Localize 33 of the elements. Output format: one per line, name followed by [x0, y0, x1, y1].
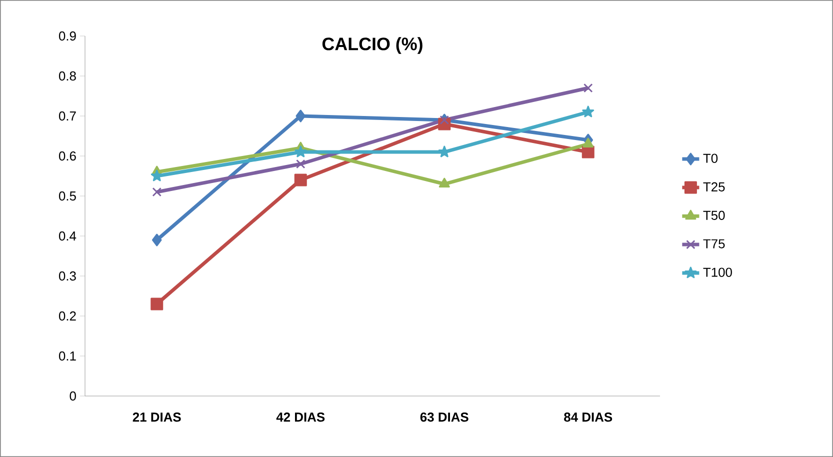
y-tick-label: 0.5	[58, 191, 76, 201]
y-tick-label: 0	[70, 391, 76, 401]
y-tick-label: 0.9	[58, 31, 76, 41]
y-tick-label: 0.8	[58, 71, 76, 81]
point	[438, 178, 450, 188]
point	[582, 106, 594, 118]
y-tick-label: 0.6	[58, 151, 76, 161]
point	[582, 138, 594, 148]
point	[150, 170, 163, 182]
y-tick-label: 0.1	[58, 351, 76, 361]
chart-title: CALCIO (%)	[322, 37, 422, 54]
point	[152, 187, 162, 197]
point	[294, 146, 307, 158]
x-tick-label: 21 DIAS	[132, 412, 181, 422]
point	[582, 146, 594, 158]
y-tick-label: 0.3	[58, 271, 76, 281]
legend-label: T100	[703, 268, 732, 277]
legend-label: T50	[703, 210, 725, 220]
point	[150, 298, 164, 310]
legend-label: T75	[703, 239, 725, 248]
point	[294, 174, 307, 186]
legend-label: T0	[703, 154, 718, 163]
y-tick-label: 0.4	[58, 231, 76, 241]
point	[152, 234, 162, 246]
y-tick-label: 0.2	[58, 311, 76, 321]
legend-label: T25	[703, 182, 725, 192]
point	[296, 110, 306, 122]
y-tick-label: 0.7	[58, 111, 76, 121]
point	[296, 159, 306, 169]
x-tick-label: 42 DIAS	[276, 412, 325, 422]
point	[583, 83, 593, 93]
x-tick-label: 84 DIAS	[564, 412, 612, 422]
x-tick-label: 63 DIAS	[420, 412, 468, 422]
